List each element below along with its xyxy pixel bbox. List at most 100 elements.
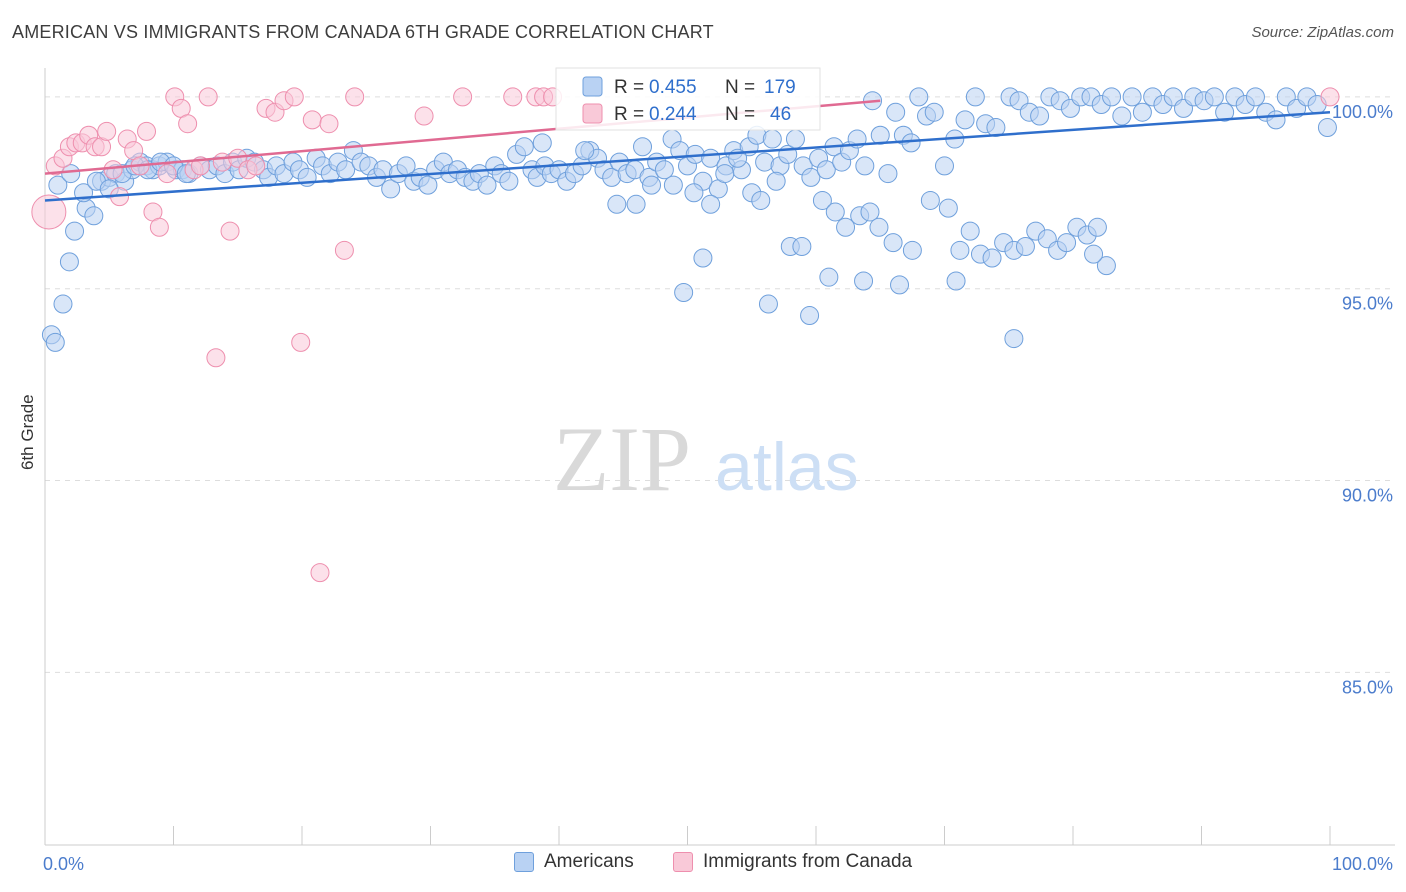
point-americans <box>693 248 713 268</box>
point-americans <box>61 164 81 184</box>
point-canada <box>206 348 226 368</box>
point-canada <box>157 164 177 184</box>
point-americans <box>84 206 104 226</box>
point-canada <box>302 110 322 130</box>
point-americans <box>642 175 662 195</box>
point-canada <box>103 160 123 180</box>
legend-top: R = 0.455 N = 179 R = 0.244 N = 46 <box>555 67 821 131</box>
point-americans <box>1096 256 1116 276</box>
legend-n-label-2: N = <box>725 104 755 125</box>
point-americans <box>860 202 880 222</box>
watermark-zip: ZIP <box>553 408 691 510</box>
point-americans <box>715 164 735 184</box>
point-canada <box>503 87 523 107</box>
point-americans <box>869 217 889 237</box>
point-americans <box>381 179 401 199</box>
point-americans <box>1317 118 1337 138</box>
point-canada <box>198 87 218 107</box>
point-canada <box>319 114 339 134</box>
point-americans <box>909 87 929 107</box>
legend-r-label-2: R = <box>614 104 644 125</box>
point-americans <box>762 129 782 149</box>
point-americans <box>1204 87 1224 107</box>
watermark-atlas: atlas <box>715 429 859 505</box>
point-americans <box>920 190 940 210</box>
point-canada <box>1320 87 1340 107</box>
point-americans <box>751 190 771 210</box>
point-canada <box>246 156 266 176</box>
legend-item-canada: Immigrants from Canada <box>673 851 912 873</box>
point-americans <box>48 175 68 195</box>
point-americans <box>684 183 704 203</box>
chart-title: AMERICAN VS IMMIGRANTS FROM CANADA 6TH G… <box>12 22 714 42</box>
point-canada <box>310 563 330 583</box>
point-americans <box>819 267 839 287</box>
point-americans <box>477 175 497 195</box>
point-americans <box>982 248 1002 268</box>
point-americans <box>938 198 958 218</box>
legend-label-americans: Americans <box>544 851 634 872</box>
point-americans <box>902 240 922 260</box>
x-tick-label: 0.0% <box>43 854 84 874</box>
point-americans <box>418 175 438 195</box>
point-americans <box>1087 217 1107 237</box>
point-americans <box>800 306 820 326</box>
point-americans <box>663 175 683 195</box>
legend-bottom: Americans Immigrants from Canada <box>0 851 1406 877</box>
point-americans <box>1215 102 1235 122</box>
point-americans <box>1112 106 1132 126</box>
legend-label-canada: Immigrants from Canada <box>703 851 913 872</box>
legend-swatch-americans-bottom <box>514 852 534 872</box>
point-americans <box>836 217 856 237</box>
point-canada <box>414 106 434 126</box>
point-americans <box>633 137 653 157</box>
point-americans <box>674 283 694 303</box>
x-tick-label: 100.0% <box>1332 854 1393 874</box>
point-americans <box>854 271 874 291</box>
point-canada <box>97 121 117 141</box>
point-canada <box>334 240 354 260</box>
point-americans <box>901 133 921 153</box>
y-tick-label: 90.0% <box>1342 486 1393 506</box>
axes: 0.0% 100.0% <box>43 68 1395 874</box>
y-tick-label: 85.0% <box>1342 677 1393 697</box>
legend-r-value-1: 0.455 <box>649 77 697 98</box>
point-canada <box>284 87 304 107</box>
point-americans <box>626 194 646 214</box>
point-americans <box>1030 106 1050 126</box>
point-americans <box>701 194 721 214</box>
point-americans <box>532 133 552 153</box>
point-americans <box>812 190 832 210</box>
point-americans <box>950 240 970 260</box>
point-americans <box>935 156 954 176</box>
point-canada <box>453 87 473 107</box>
legend-n-value-2: 46 <box>770 104 791 125</box>
point-canada <box>178 114 198 134</box>
point-americans <box>960 221 980 241</box>
point-canada <box>291 332 311 352</box>
point-americans <box>65 221 85 241</box>
point-americans <box>758 294 778 314</box>
point-americans <box>883 233 903 253</box>
legend-swatch-canada <box>582 103 603 124</box>
point-americans <box>886 102 906 122</box>
legend-r-label-1: R = <box>614 77 644 98</box>
point-canada <box>31 194 67 230</box>
point-canada <box>345 87 365 107</box>
point-americans <box>785 129 805 149</box>
point-americans <box>965 87 985 107</box>
point-americans <box>924 102 944 122</box>
point-americans <box>955 110 975 130</box>
source-label: Source: ZipAtlas.com <box>1251 24 1394 41</box>
point-americans <box>1102 87 1122 107</box>
point-canada <box>220 221 240 241</box>
gridlines: 85.0% 90.0% 95.0% 100.0% <box>45 96 1395 697</box>
point-americans <box>53 294 73 314</box>
legend-n-value-1: 179 <box>764 77 796 98</box>
point-americans <box>766 171 786 191</box>
point-americans <box>825 202 845 222</box>
point-americans <box>607 194 627 214</box>
point-americans <box>855 156 875 176</box>
point-americans <box>1057 233 1077 253</box>
